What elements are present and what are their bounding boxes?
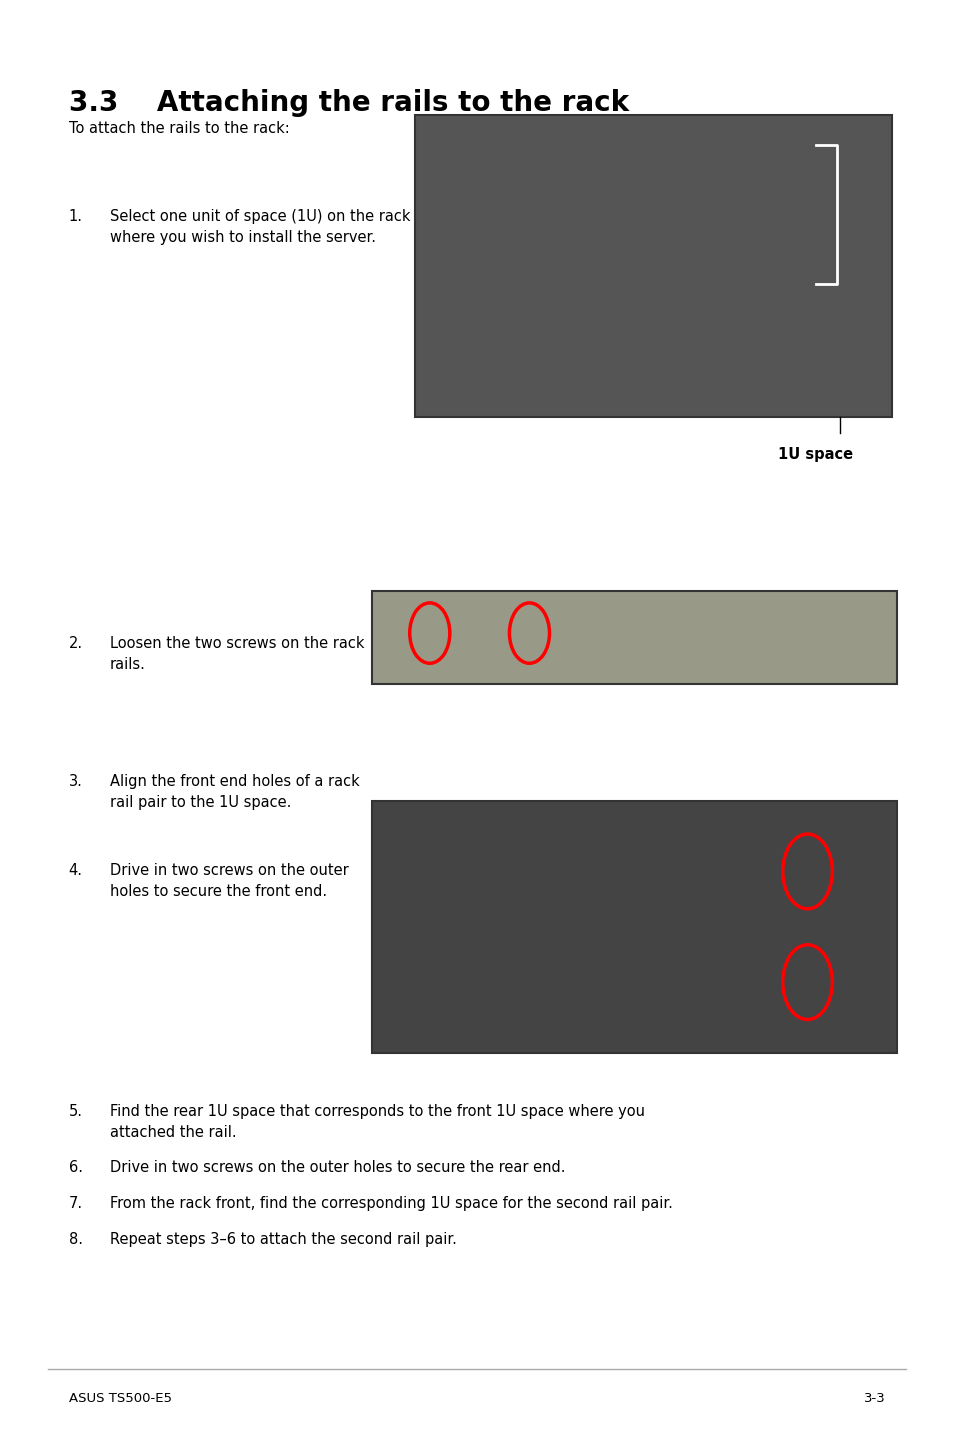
Text: Repeat steps 3–6 to attach the second rail pair.: Repeat steps 3–6 to attach the second ra… [110, 1232, 456, 1247]
Text: 1.: 1. [69, 209, 83, 223]
Text: From the rack front, find the corresponding 1U space for the second rail pair.: From the rack front, find the correspond… [110, 1196, 672, 1211]
Text: Drive in two screws on the outer
holes to secure the front end.: Drive in two screws on the outer holes t… [110, 863, 348, 899]
Text: 2.: 2. [69, 636, 83, 650]
Text: 3.3    Attaching the rails to the rack: 3.3 Attaching the rails to the rack [69, 89, 628, 116]
Text: Drive in two screws on the outer holes to secure the rear end.: Drive in two screws on the outer holes t… [110, 1160, 564, 1175]
Text: 4.: 4. [69, 863, 83, 877]
Text: 1U space: 1U space [778, 447, 852, 462]
Text: Find the rear 1U space that corresponds to the front 1U space where you
attached: Find the rear 1U space that corresponds … [110, 1104, 644, 1140]
Text: 5.: 5. [69, 1104, 83, 1119]
Text: Align the front end holes of a rack
rail pair to the 1U space.: Align the front end holes of a rack rail… [110, 774, 359, 810]
Text: 6.: 6. [69, 1160, 83, 1175]
Text: 7.: 7. [69, 1196, 83, 1211]
Text: Loosen the two screws on the rack
rails.: Loosen the two screws on the rack rails. [110, 636, 364, 672]
Text: ASUS TS500-E5: ASUS TS500-E5 [69, 1392, 172, 1405]
Text: Select one unit of space (1U) on the rack
where you wish to install the server.: Select one unit of space (1U) on the rac… [110, 209, 410, 244]
FancyBboxPatch shape [415, 115, 891, 417]
Text: To attach the rails to the rack:: To attach the rails to the rack: [69, 121, 289, 135]
Text: 8.: 8. [69, 1232, 83, 1247]
Text: 3-3: 3-3 [862, 1392, 884, 1405]
FancyBboxPatch shape [372, 801, 896, 1053]
FancyBboxPatch shape [372, 591, 896, 684]
Text: 3.: 3. [69, 774, 83, 788]
